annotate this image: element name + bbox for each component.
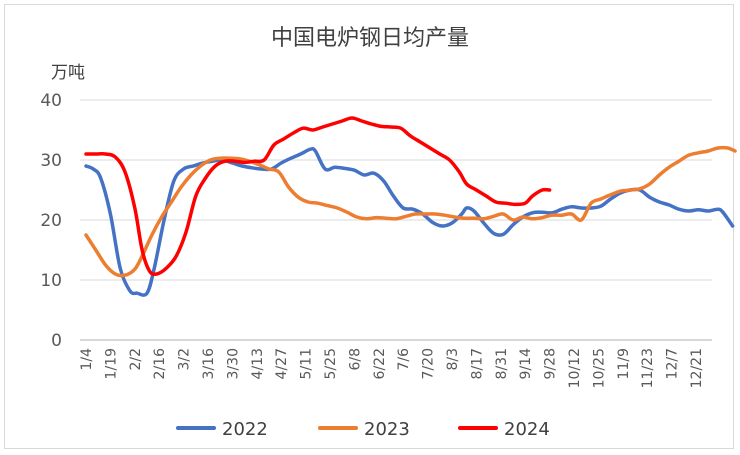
y-tick-label: 40 <box>40 91 62 111</box>
x-tick-label: 5/11 <box>299 348 315 379</box>
x-tick-label: 8/31 <box>494 348 510 379</box>
legend-label-2022: 2022 <box>222 419 268 440</box>
legend-label-2023: 2023 <box>364 419 410 440</box>
y-axis-unit: 万吨 <box>51 63 85 83</box>
x-tick-label: 4/13 <box>250 348 266 379</box>
x-tick-label: 10/12 <box>567 348 583 388</box>
chart-frame <box>4 4 734 449</box>
y-tick-label: 20 <box>40 211 62 231</box>
x-tick-label: 8/17 <box>469 348 485 379</box>
series-line-2022 <box>84 146 735 297</box>
x-tick-label: 12/7 <box>665 348 681 379</box>
x-tick-label: 11/23 <box>640 348 656 388</box>
series-line-2024 <box>84 116 552 277</box>
y-tick-label: 10 <box>40 271 62 291</box>
y-axis-ticks: 0 10 20 30 40 <box>40 91 62 351</box>
x-tick-label: 10/25 <box>591 348 607 388</box>
x-tick-label: 3/30 <box>225 348 241 379</box>
x-tick-label: 7/20 <box>421 348 437 379</box>
x-tick-label: 4/27 <box>274 348 290 379</box>
x-tick-label: 3/16 <box>201 348 217 380</box>
series-line-2023 <box>84 145 737 278</box>
x-axis-ticks: 1/4 1/19 2/2 2/16 3/2 3/16 3/30 4/13 4/27 5/11 5/2… <box>79 348 705 388</box>
x-tick-label: 12/21 <box>689 348 705 388</box>
x-tick-label: 2/16 <box>152 348 168 380</box>
x-tick-label: 7/6 <box>396 348 412 371</box>
x-tick-label: 2/2 <box>128 348 144 371</box>
x-tick-label: 1/4 <box>79 348 95 371</box>
x-tick-label: 6/22 <box>372 348 388 379</box>
series-lines <box>84 116 737 297</box>
x-tick-label: 3/2 <box>177 348 193 371</box>
x-tick-label: 9/14 <box>518 348 534 380</box>
x-tick-label: 9/28 <box>543 348 559 379</box>
y-tick-label: 30 <box>40 151 62 171</box>
legend: 2022 2023 2024 <box>176 419 550 440</box>
x-tick-label: 1/19 <box>103 348 119 379</box>
chart-title: 中国电炉钢日均产量 <box>271 26 469 51</box>
y-tick-label: 0 <box>51 331 62 351</box>
legend-label-2024: 2024 <box>504 419 550 440</box>
x-tick-label: 8/3 <box>445 348 461 371</box>
x-tick-label: 6/8 <box>347 348 363 371</box>
x-tick-label: 5/25 <box>323 348 339 379</box>
x-tick-label: 11/9 <box>616 348 632 379</box>
